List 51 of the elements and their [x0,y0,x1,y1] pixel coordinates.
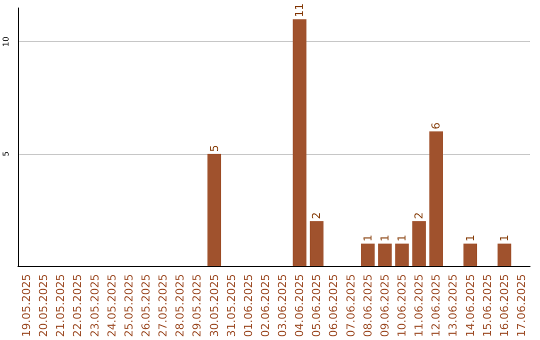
x-tick-label: 15.06.2025 [480,274,494,338]
x-tick-label: 23.05.2025 [88,274,102,338]
x-tick-label: 07.06.2025 [344,274,358,338]
bar [429,131,443,266]
x-tick-label: 14.06.2025 [464,274,477,338]
bar [412,221,426,266]
bar [498,244,512,266]
x-tick-label: 08.06.2025 [361,274,374,338]
x-tick-label: 12.06.2025 [430,274,443,338]
x-tick-label: 17.06.2025 [514,274,528,338]
bar [361,244,375,266]
x-tick-label: 27.05.2025 [156,274,170,338]
bar [395,244,409,266]
bar [292,19,306,266]
data-label: 1 [378,234,392,242]
x-tick-label: 26.05.2025 [140,274,152,338]
x-tick-label: 16.06.2025 [498,274,511,338]
data-label: 11 [293,3,306,18]
x-tick-label: 25.05.2025 [122,274,136,338]
x-tick-label: 05.06.2025 [310,274,324,338]
x-tick-label: 13.06.2025 [446,274,460,338]
x-tick-label: 31.05.2025 [224,274,238,338]
data-label: 5 [208,144,221,152]
x-tick-label: 21.05.2025 [54,274,68,338]
x-tick-label: 02.06.2025 [258,274,272,338]
bar [310,221,324,266]
data-label: 2 [412,212,426,220]
y-tick-label: 10 [2,36,10,47]
data-label: 1 [464,234,477,242]
x-tick-label: 28.05.2025 [174,274,187,338]
x-tick-label: 10.06.2025 [396,274,408,338]
data-label: 6 [430,122,443,130]
x-tick-label: 06.06.2025 [327,274,340,338]
x-tick-label: 20.05.2025 [37,274,50,338]
x-tick-label: 11.06.2025 [412,274,426,338]
x-tick-label: 09.06.2025 [378,274,392,338]
bar [207,154,222,266]
x-tick-label: 03.06.2025 [276,274,290,338]
x-tick-label: 29.05.2025 [190,274,204,338]
bar [463,244,478,266]
data-label: 1 [361,234,374,242]
x-tick-label: 01.06.2025 [242,274,255,338]
x-tick-label: 30.05.2025 [208,274,221,338]
x-tick-label: 19.05.2025 [20,274,34,338]
data-label: 1 [396,234,408,242]
x-tick-label: 22.05.2025 [71,274,84,338]
data-label: 2 [310,212,324,220]
data-label: 1 [498,234,511,242]
x-tick-label: 04.06.2025 [293,274,306,338]
x-tick-label: 24.05.2025 [105,274,118,338]
bar [378,244,392,266]
